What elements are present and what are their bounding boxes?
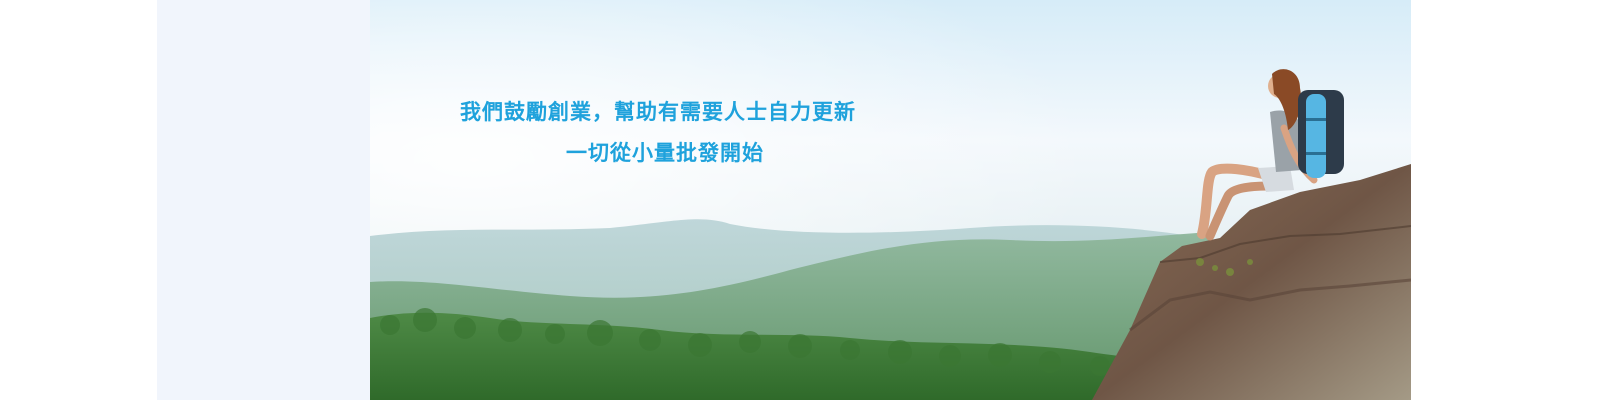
side-panel bbox=[157, 0, 370, 400]
hiker-figure bbox=[1197, 69, 1344, 241]
near-forest bbox=[370, 312, 1190, 400]
headline-line-2: 一切從小量批發開始 bbox=[566, 141, 764, 165]
hero-banner: 我們鼓勵創業，幫助有需要人士自力更新 一切從小量批發開始 bbox=[370, 0, 1411, 400]
tree-canopy bbox=[380, 308, 1110, 376]
rock-cliff bbox=[1092, 164, 1411, 400]
landscape-illustration bbox=[370, 0, 1411, 400]
headline-line-1: 我們鼓勵創業，幫助有需要人士自力更新 bbox=[460, 100, 856, 124]
